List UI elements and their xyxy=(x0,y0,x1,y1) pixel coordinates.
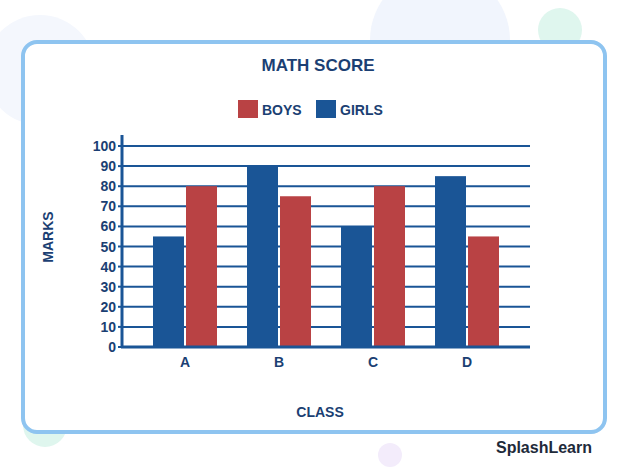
decor xyxy=(378,443,402,467)
grid-line xyxy=(122,145,530,147)
tick-label: 90 xyxy=(100,158,116,174)
category-label: B xyxy=(274,354,284,370)
chart-svg: MATH SCORE BOYS GIRLS 0 10 20 30 40 50 60 70 80 90 10… xyxy=(0,0,620,467)
tick-label: 40 xyxy=(100,259,116,275)
category-label: D xyxy=(462,354,472,370)
bar xyxy=(468,236,499,347)
bar xyxy=(247,166,278,347)
category-label: C xyxy=(368,354,378,370)
tick-label: 10 xyxy=(100,319,116,335)
legend-swatch xyxy=(316,100,336,118)
bar xyxy=(435,176,466,347)
y-axis-label: MARKS xyxy=(40,211,56,262)
bar xyxy=(153,236,184,347)
category-label: A xyxy=(180,354,190,370)
tick-label: 30 xyxy=(100,279,116,295)
bar xyxy=(341,226,372,347)
bar xyxy=(374,186,405,347)
tick-label: 0 xyxy=(108,339,116,355)
source: SplashLearn xyxy=(496,439,592,456)
title: MATH SCORE xyxy=(261,56,374,75)
bar xyxy=(280,196,311,347)
grid-line xyxy=(122,165,530,167)
legend-label: GIRLS xyxy=(340,102,383,118)
grid-line xyxy=(122,346,530,348)
chart-root: MATH SCORE BOYS GIRLS 0 10 20 30 40 50 60 70 80 90 10… xyxy=(0,0,620,467)
tick-label: 100 xyxy=(93,138,117,154)
x-axis xyxy=(121,346,530,349)
legend-label: BOYS xyxy=(262,102,302,118)
legend-swatch xyxy=(238,100,258,118)
frame xyxy=(23,42,605,432)
tick-label: 20 xyxy=(100,299,116,315)
tick-label: 60 xyxy=(100,218,116,234)
bars xyxy=(153,166,499,347)
tick-label: 70 xyxy=(100,198,116,214)
grid-line xyxy=(122,205,530,207)
y-axis xyxy=(121,135,124,348)
bar xyxy=(186,186,217,347)
grid-line xyxy=(122,225,530,227)
tick-label: 80 xyxy=(100,178,116,194)
x-axis-label: CLASS xyxy=(296,404,343,420)
grid-line xyxy=(122,185,530,187)
tick-label: 50 xyxy=(100,239,116,255)
